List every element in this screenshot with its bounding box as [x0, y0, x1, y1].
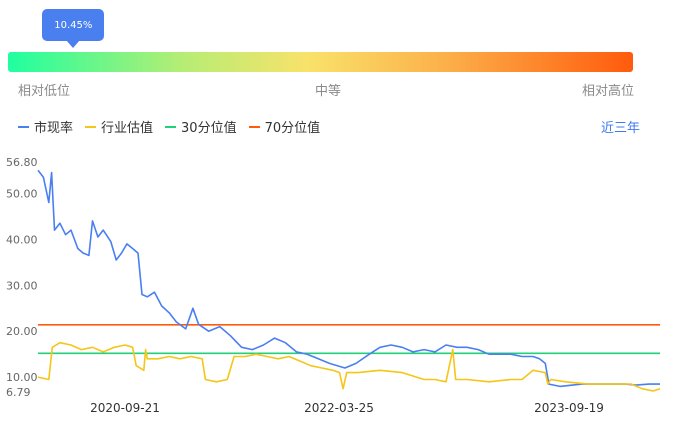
scale-low-label: 相对低位 [18, 84, 71, 99]
series-line-industry-valuation [37, 341, 661, 392]
legend-label: 30分位值 [181, 121, 237, 136]
scale-high-label: 相对高位 [582, 84, 635, 99]
percentile-tooltip-text: 10.45% [54, 19, 93, 31]
legend-item-70th-percentile[interactable]: 70分位值 [248, 117, 321, 136]
x-tick-label: 2020-09-21 [90, 401, 160, 415]
percentile-tooltip: 10.45% [42, 9, 105, 41]
y-tick-label: 6.79 [6, 386, 31, 399]
y-tick-label: 20.00 [6, 325, 38, 338]
legend-swatch [85, 125, 97, 128]
legend-item-30th-percentile[interactable]: 30分位值 [165, 117, 237, 136]
legend-label: 市现率 [34, 121, 74, 136]
legend-item-industry-valuation[interactable]: 行业估值 [85, 117, 153, 136]
y-tick-label: 30.00 [6, 279, 38, 292]
legend-label: 70分位值 [264, 121, 321, 136]
legend-label: 行业估值 [101, 121, 154, 136]
y-tick-label: 40.00 [6, 233, 38, 246]
tooltip-pointer-icon [66, 40, 81, 48]
series-line-market-cash-ratio [37, 169, 660, 388]
legend-swatch [165, 125, 177, 128]
legend-swatch [248, 125, 260, 128]
percentile-gradient-bar [8, 52, 633, 72]
scale-mid-label: 中等 [315, 84, 342, 99]
x-tick-label: 2022-03-25 [304, 401, 374, 415]
chart-legend: 市现率 行业估值 30分位值 70分位值 [18, 117, 332, 136]
legend-swatch [18, 125, 29, 128]
period-selector[interactable]: 近三年 [600, 121, 640, 136]
legend-item-market-cash-ratio[interactable]: 市现率 [18, 117, 73, 136]
y-tick-label: 50.00 [6, 187, 38, 200]
x-tick-label: 2023-09-19 [534, 401, 604, 415]
y-tick-label: 56.80 [6, 156, 38, 169]
y-tick-label: 10.00 [6, 371, 38, 384]
